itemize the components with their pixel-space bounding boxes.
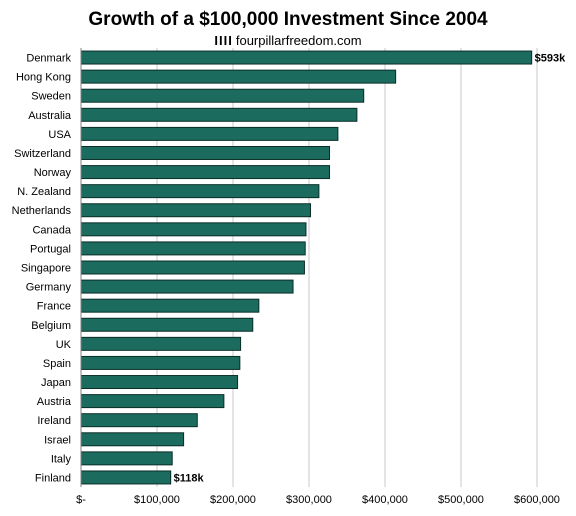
x-tick-label: $500,000	[438, 494, 484, 506]
bar	[80, 69, 397, 84]
bar	[80, 298, 260, 313]
category-label: USA	[48, 129, 71, 141]
bar	[80, 145, 331, 160]
chart-subtitle: IIII fourpillarfreedom.com	[0, 33, 576, 48]
bar	[80, 432, 185, 447]
bar	[80, 241, 306, 256]
bar	[80, 165, 331, 180]
category-label: Austria	[37, 396, 72, 408]
category-label: Switzerland	[14, 148, 71, 160]
bar	[80, 279, 294, 294]
bar	[80, 470, 172, 485]
bar	[80, 413, 198, 428]
bar	[80, 107, 358, 122]
data-label: $593k	[535, 53, 566, 65]
bar	[80, 317, 254, 332]
category-label: Australia	[28, 110, 72, 122]
x-tick-label: $-	[76, 494, 86, 506]
bar	[80, 184, 320, 199]
category-label: Singapore	[21, 263, 71, 275]
bar	[80, 336, 242, 351]
bar	[80, 375, 239, 390]
bar	[80, 88, 365, 103]
bar	[80, 451, 173, 466]
category-label: Sweden	[31, 91, 71, 103]
category-label: UK	[56, 339, 72, 351]
data-label: $118k	[174, 472, 205, 484]
category-label: Canada	[32, 224, 71, 236]
category-label: France	[37, 301, 71, 313]
category-label: Finland	[35, 472, 71, 484]
category-label: Germany	[26, 282, 72, 294]
bar	[80, 355, 241, 370]
x-tick-label: $600,000	[514, 494, 560, 506]
category-label: N. Zealand	[17, 186, 71, 198]
category-label: Israel	[44, 434, 71, 446]
bar	[80, 260, 305, 275]
x-tick-label: $400,000	[362, 494, 408, 506]
category-label: Denmark	[26, 53, 71, 65]
category-label: Italy	[51, 453, 72, 465]
category-label: Ireland	[37, 415, 71, 427]
category-label: Spain	[43, 358, 71, 370]
category-label: Hong Kong	[16, 72, 71, 84]
category-label: Netherlands	[12, 205, 72, 217]
bar	[80, 126, 339, 141]
x-tick-label: $100,000	[134, 494, 180, 506]
bar	[80, 50, 533, 65]
bar	[80, 203, 312, 218]
category-label: Portugal	[30, 243, 71, 255]
chart-title: Growth of a $100,000 Investment Since 20…	[88, 9, 488, 30]
site-url: fourpillarfreedom.com	[235, 33, 362, 48]
bar	[80, 394, 225, 409]
category-label: Belgium	[31, 320, 71, 332]
site-logo: IIII	[214, 33, 233, 48]
x-tick-label: $300,000	[286, 494, 332, 506]
category-label: Norway	[34, 167, 72, 179]
category-label: Japan	[41, 377, 71, 389]
x-tick-label: $200,000	[210, 494, 256, 506]
bar	[80, 222, 307, 237]
